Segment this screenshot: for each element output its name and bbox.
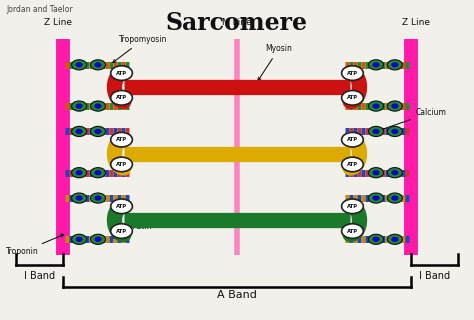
Circle shape (111, 132, 132, 147)
Circle shape (76, 130, 82, 133)
Text: Z Line: Z Line (44, 18, 72, 27)
Circle shape (95, 130, 101, 133)
Text: ATP: ATP (116, 228, 127, 234)
Circle shape (373, 196, 379, 200)
Circle shape (91, 126, 106, 137)
Text: I Band: I Band (419, 271, 450, 281)
Circle shape (76, 237, 82, 241)
Circle shape (72, 168, 87, 178)
Circle shape (95, 63, 101, 67)
Text: ATP: ATP (116, 95, 127, 100)
Circle shape (373, 237, 379, 241)
Circle shape (95, 196, 101, 200)
Circle shape (72, 60, 87, 70)
Circle shape (387, 168, 402, 178)
Circle shape (111, 157, 132, 172)
Text: Troponin: Troponin (6, 234, 64, 257)
Circle shape (392, 196, 398, 200)
Text: ATP: ATP (116, 204, 127, 209)
Text: Jordan and Taelor: Jordan and Taelor (6, 4, 73, 13)
Text: Tropomyosin: Tropomyosin (113, 35, 168, 62)
Circle shape (392, 130, 398, 133)
Circle shape (368, 234, 383, 244)
Text: ATP: ATP (347, 162, 358, 167)
Circle shape (72, 126, 87, 137)
Circle shape (387, 126, 402, 137)
Circle shape (387, 60, 402, 70)
Circle shape (392, 63, 398, 67)
Circle shape (76, 104, 82, 108)
Circle shape (368, 101, 383, 111)
Circle shape (76, 63, 82, 67)
Circle shape (111, 66, 132, 80)
Text: ATP: ATP (347, 137, 358, 142)
Circle shape (368, 193, 383, 203)
Text: ATP: ATP (116, 71, 127, 76)
Text: ATP: ATP (116, 137, 127, 142)
Text: Actin: Actin (113, 222, 153, 238)
Circle shape (342, 199, 363, 214)
Circle shape (342, 157, 363, 172)
Circle shape (387, 101, 402, 111)
Circle shape (373, 104, 379, 108)
Circle shape (368, 126, 383, 137)
Circle shape (342, 224, 363, 238)
Text: Calcium: Calcium (380, 108, 447, 131)
Circle shape (76, 171, 82, 175)
Text: M Line: M Line (222, 18, 252, 27)
Text: ATP: ATP (347, 71, 358, 76)
Circle shape (368, 60, 383, 70)
Circle shape (342, 66, 363, 80)
Circle shape (95, 171, 101, 175)
Text: I Band: I Band (24, 271, 55, 281)
Circle shape (342, 91, 363, 105)
Text: ATP: ATP (347, 204, 358, 209)
Text: ATP: ATP (347, 95, 358, 100)
Circle shape (91, 234, 106, 244)
Circle shape (91, 101, 106, 111)
Circle shape (342, 132, 363, 147)
Circle shape (111, 199, 132, 214)
Circle shape (72, 234, 87, 244)
Circle shape (91, 193, 106, 203)
Text: Z Line: Z Line (402, 18, 430, 27)
Circle shape (72, 101, 87, 111)
Text: Sarcomere: Sarcomere (166, 11, 308, 35)
Circle shape (111, 91, 132, 105)
Circle shape (368, 168, 383, 178)
Text: ATP: ATP (116, 162, 127, 167)
Circle shape (387, 234, 402, 244)
Circle shape (392, 237, 398, 241)
Circle shape (95, 237, 101, 241)
Circle shape (72, 193, 87, 203)
Circle shape (95, 104, 101, 108)
Circle shape (392, 104, 398, 108)
Circle shape (91, 60, 106, 70)
Text: Myosin: Myosin (258, 44, 292, 81)
Circle shape (111, 224, 132, 238)
Text: A Band: A Band (217, 290, 257, 300)
Text: ATP: ATP (347, 228, 358, 234)
Circle shape (373, 63, 379, 67)
Circle shape (76, 196, 82, 200)
Circle shape (387, 193, 402, 203)
Circle shape (373, 171, 379, 175)
Circle shape (373, 130, 379, 133)
Circle shape (91, 168, 106, 178)
Circle shape (392, 171, 398, 175)
